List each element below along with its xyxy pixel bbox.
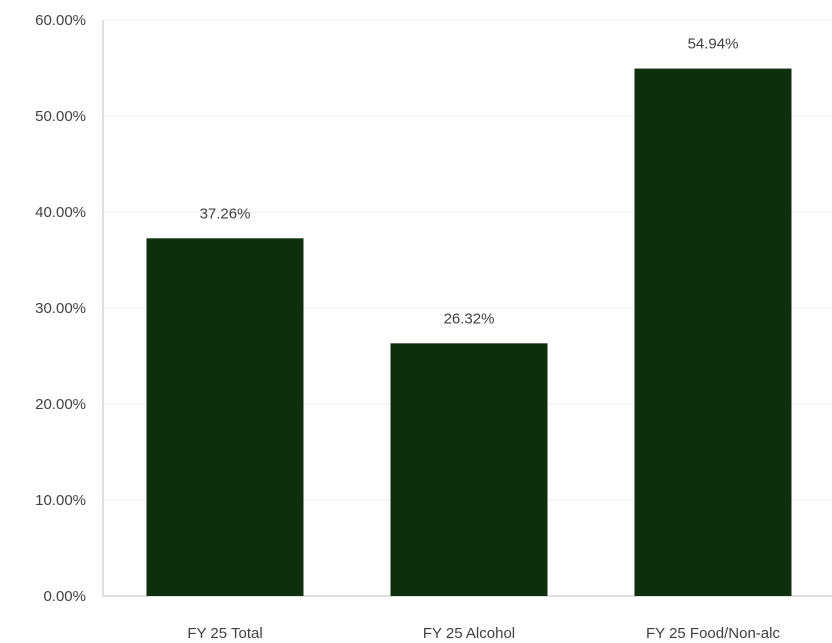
bar bbox=[390, 343, 548, 596]
y-tick-label: 50.00% bbox=[35, 108, 86, 125]
data-label: 37.26% bbox=[200, 205, 251, 222]
y-tick-label: 0.00% bbox=[43, 588, 86, 605]
data-labels: 37.26% 26.32% 54.94% bbox=[200, 36, 739, 328]
y-tick-label: 10.00% bbox=[35, 492, 86, 509]
y-axis-ticks: 0.00% 10.00% 20.00% 30.00% 40.00% 50.00% 60.00… bbox=[35, 12, 86, 605]
y-tick-label: 30.00% bbox=[35, 300, 86, 317]
x-tick-label: FY 25 Alcohol bbox=[423, 625, 515, 642]
y-tick-label: 40.00% bbox=[35, 204, 86, 221]
bars bbox=[146, 68, 792, 597]
bar bbox=[634, 68, 792, 597]
data-label: 54.94% bbox=[688, 36, 739, 53]
x-axis-labels: FY 25 Total FY 25 Alcohol FY 25 Food/Non-a… bbox=[187, 625, 780, 642]
y-tick-label: 60.00% bbox=[35, 12, 86, 29]
x-tick-label: FY 25 Food/Non-alc bbox=[646, 625, 780, 642]
data-label: 26.32% bbox=[444, 310, 495, 327]
x-tick-label: FY 25 Total bbox=[187, 625, 262, 642]
bar bbox=[146, 238, 304, 596]
y-tick-label: 20.00% bbox=[35, 396, 86, 413]
